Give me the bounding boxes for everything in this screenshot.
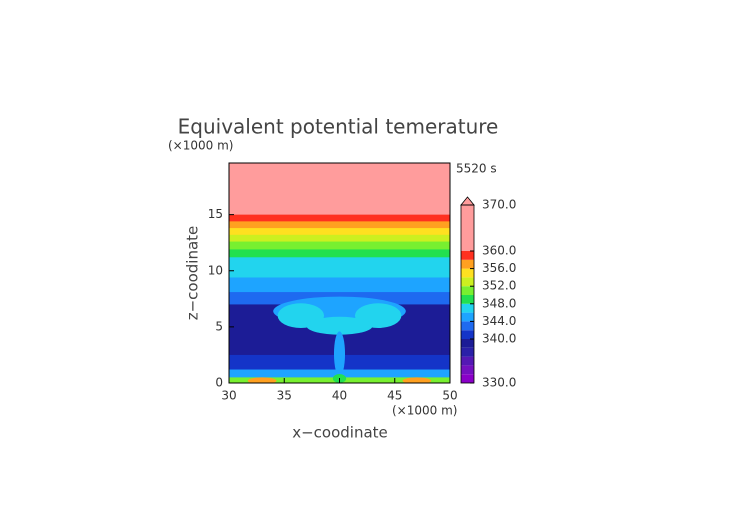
y-tick-label: 10 xyxy=(208,263,223,277)
colorbar-bin xyxy=(461,356,474,366)
y-axis-label: z−coodinate xyxy=(184,226,202,321)
colorbar-extend xyxy=(460,196,475,206)
contour-patch xyxy=(333,331,346,377)
chart-title: Equivalent potential temerature xyxy=(178,115,499,139)
colorbar-bin xyxy=(461,286,474,295)
colorbar-bin xyxy=(461,347,474,357)
y-tick-label: 0 xyxy=(215,376,223,390)
colorbar-bin xyxy=(461,312,474,322)
contour-band xyxy=(229,163,450,216)
colorbar-bin xyxy=(461,303,474,313)
colorbar-bin xyxy=(461,339,474,348)
colorbar-bin xyxy=(461,251,474,260)
colorbar-bin xyxy=(461,295,474,304)
x-tick-label: 35 xyxy=(277,389,292,403)
contour-band xyxy=(229,277,450,293)
colorbar-tick-label: 330.0 xyxy=(482,376,516,390)
x-unit: (×1000 m) xyxy=(392,404,457,418)
colorbar-bin xyxy=(461,259,474,269)
contour-band xyxy=(229,241,450,250)
contour-patch xyxy=(306,316,373,335)
colorbar-bin xyxy=(461,205,474,251)
colorbar-bin xyxy=(461,268,474,278)
colorbar-tick-label: 352.0 xyxy=(482,279,516,293)
contour-band xyxy=(229,249,450,258)
contour-patch xyxy=(247,377,277,383)
contour-band xyxy=(229,265,450,278)
colorbar-bin xyxy=(461,321,474,331)
colorbar-bin xyxy=(461,330,474,339)
colorbar-bin xyxy=(461,365,474,375)
contour-band xyxy=(229,214,450,222)
colorbar-bin xyxy=(461,277,474,287)
contour-patch xyxy=(402,377,432,383)
x-tick-label: 30 xyxy=(221,389,236,403)
colorbar-tick-label: 344.0 xyxy=(482,314,516,328)
x-axis-label: x−coodinate xyxy=(292,424,388,442)
contour-band xyxy=(229,228,450,236)
y-unit: (×1000 m) xyxy=(168,139,233,153)
x-tick-label: 40 xyxy=(332,389,347,403)
x-tick-label: 45 xyxy=(387,389,402,403)
y-tick-label: 15 xyxy=(208,207,223,221)
time-annotation: 5520 s xyxy=(456,162,497,176)
colorbar-tick-label: 360.0 xyxy=(482,244,516,258)
colorbar-frame xyxy=(460,204,475,384)
contour-band xyxy=(229,221,450,229)
contour-band xyxy=(229,257,450,266)
colorbar-tick-label: 356.0 xyxy=(482,261,516,275)
contour-band xyxy=(229,234,450,243)
colorbar-tick-label: 340.0 xyxy=(482,332,516,346)
colorbar-tick-label: 348.0 xyxy=(482,296,516,310)
y-tick-label: 5 xyxy=(215,319,223,333)
x-tick-label: 50 xyxy=(442,389,457,403)
field xyxy=(229,163,450,383)
colorbar-tick-label: 370.0 xyxy=(482,198,516,212)
colorbar-bin xyxy=(461,374,474,383)
